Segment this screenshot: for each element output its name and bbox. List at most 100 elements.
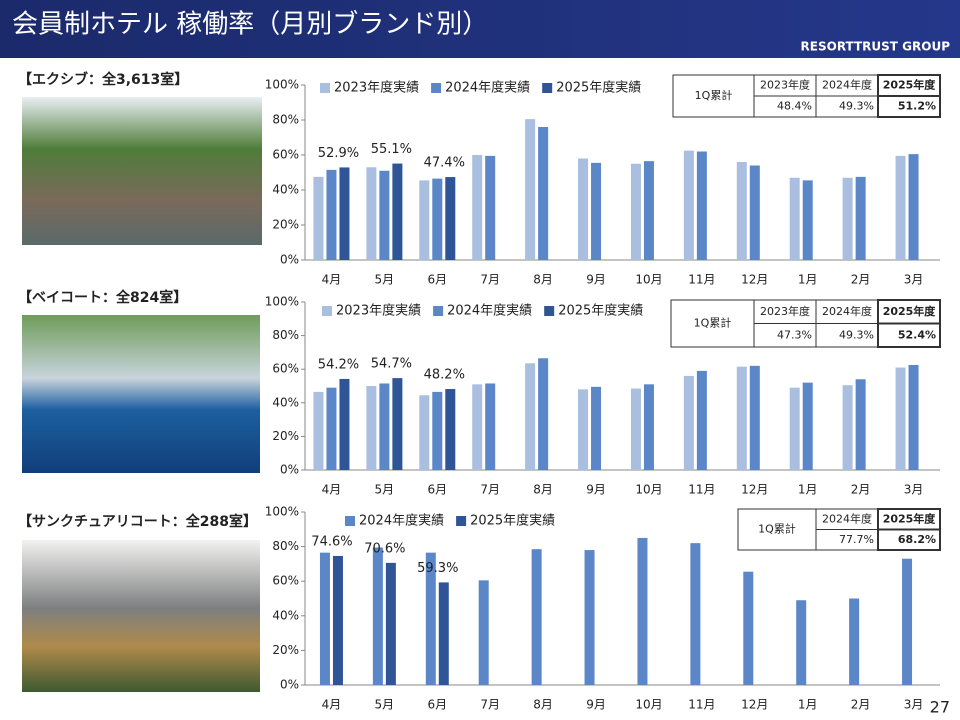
bar [319, 552, 330, 685]
bar [842, 385, 853, 470]
y-tick-label: 40% [272, 608, 299, 622]
summary-header: 2023年度 [760, 304, 810, 318]
y-tick-label: 20% [272, 218, 299, 232]
bar [637, 537, 648, 685]
x-tick-label: 12月 [741, 483, 768, 497]
summary-header: 2024年度 [822, 78, 872, 92]
x-tick-label: 9月 [586, 698, 606, 712]
summary-value: 51.2% [898, 100, 936, 113]
page-number: 27 [930, 698, 950, 717]
company: RESORTTRUST GROUP [801, 40, 951, 54]
bar [379, 383, 390, 470]
bar [339, 378, 350, 470]
bar [313, 176, 324, 260]
y-tick-label: 0% [280, 463, 299, 477]
summary-cell [877, 528, 941, 551]
y-tick-label: 40% [272, 395, 299, 409]
data-label: 70.6% [364, 541, 405, 556]
x-tick-label: 2月 [851, 483, 871, 497]
bar [749, 165, 760, 260]
bar [643, 384, 654, 470]
legend-label: 2025年度実績 [556, 80, 641, 96]
bar [736, 366, 747, 470]
bar [472, 384, 483, 470]
summary-label-cell [737, 508, 817, 551]
bar [802, 180, 813, 260]
legend-label: 2023年度実績 [334, 80, 419, 96]
x-tick-label: 12月 [741, 698, 768, 712]
x-tick-label: 8月 [533, 273, 553, 287]
y-tick-label: 60% [272, 362, 299, 376]
legend-label: 2024年度実績 [447, 303, 532, 319]
x-tick-label: 11月 [688, 698, 715, 712]
bar [855, 379, 866, 470]
y-tick-label: 20% [272, 429, 299, 443]
x-tick-label: 11月 [688, 273, 715, 287]
x-tick-label: 7月 [480, 698, 500, 712]
x-tick-label: 9月 [586, 483, 606, 497]
summary-header: 2023年度 [760, 78, 810, 92]
summary-value: 52.4% [898, 328, 936, 341]
x-tick-label: 2月 [851, 273, 871, 287]
bar [419, 180, 430, 260]
data-label: 74.6% [311, 534, 352, 549]
data-label: 52.9% [318, 146, 359, 161]
x-tick-label: 10月 [635, 483, 662, 497]
summary-cell [877, 322, 941, 348]
bar [849, 598, 860, 685]
bar [683, 150, 694, 260]
hotel-photo [22, 315, 260, 473]
data-label: 55.1% [371, 142, 412, 157]
x-tick-label: 1月 [798, 483, 818, 497]
bar [392, 378, 403, 470]
hotel-label: 【サンクチュアリコート：全288室】 [18, 513, 257, 530]
bar [445, 177, 456, 260]
x-tick-label: 7月 [480, 273, 500, 287]
bar [432, 391, 443, 470]
y-tick-label: 100% [265, 78, 299, 92]
bar [372, 547, 383, 685]
y-tick-label: 100% [265, 295, 299, 309]
bar [683, 375, 694, 470]
summary-label-cell [672, 74, 755, 118]
x-tick-label: 6月 [427, 273, 447, 287]
x-tick-label: 9月 [586, 273, 606, 287]
x-tick-label: 4月 [322, 273, 342, 287]
x-tick-label: 3月 [904, 273, 924, 287]
bar [339, 167, 350, 260]
summary-header: 2025年度 [883, 511, 937, 525]
data-label: 54.7% [371, 357, 412, 372]
slide-title: 会員制ホテル 稼働率（月別ブランド別） [12, 10, 488, 40]
summary-header: 2025年度 [883, 78, 937, 92]
bar [749, 365, 760, 470]
bar [736, 162, 747, 260]
summary-value: 48.4% [777, 100, 812, 113]
y-tick-label: 100% [265, 505, 299, 519]
x-tick-label: 5月 [375, 483, 395, 497]
summary-label: 1Q累計 [758, 522, 796, 536]
summary-header: 2024年度 [822, 304, 872, 318]
y-tick-label: 0% [280, 253, 299, 267]
y-tick-label: 80% [272, 539, 299, 553]
legend-swatch [322, 306, 332, 316]
summary-value: 68.2% [898, 533, 936, 546]
summary-value: 47.3% [777, 328, 812, 341]
bar [525, 363, 536, 470]
y-tick-label: 20% [272, 643, 299, 657]
bar [538, 358, 549, 470]
bar [908, 365, 919, 470]
summary-label: 1Q累計 [694, 316, 732, 330]
hotel-label: 【エクシブ：全3,613室】 [18, 71, 188, 88]
bar [478, 580, 489, 685]
x-tick-label: 3月 [904, 698, 924, 712]
legend-swatch [320, 83, 330, 93]
bar [326, 169, 337, 260]
bar [326, 387, 337, 470]
x-tick-label: 7月 [480, 483, 500, 497]
bar [525, 119, 536, 260]
summary-value: 49.3% [839, 328, 874, 341]
x-tick-label: 5月 [375, 273, 395, 287]
x-tick-label: 8月 [533, 483, 553, 497]
summary-header: 2025年度 [883, 304, 937, 318]
data-label: 48.2% [424, 368, 465, 383]
